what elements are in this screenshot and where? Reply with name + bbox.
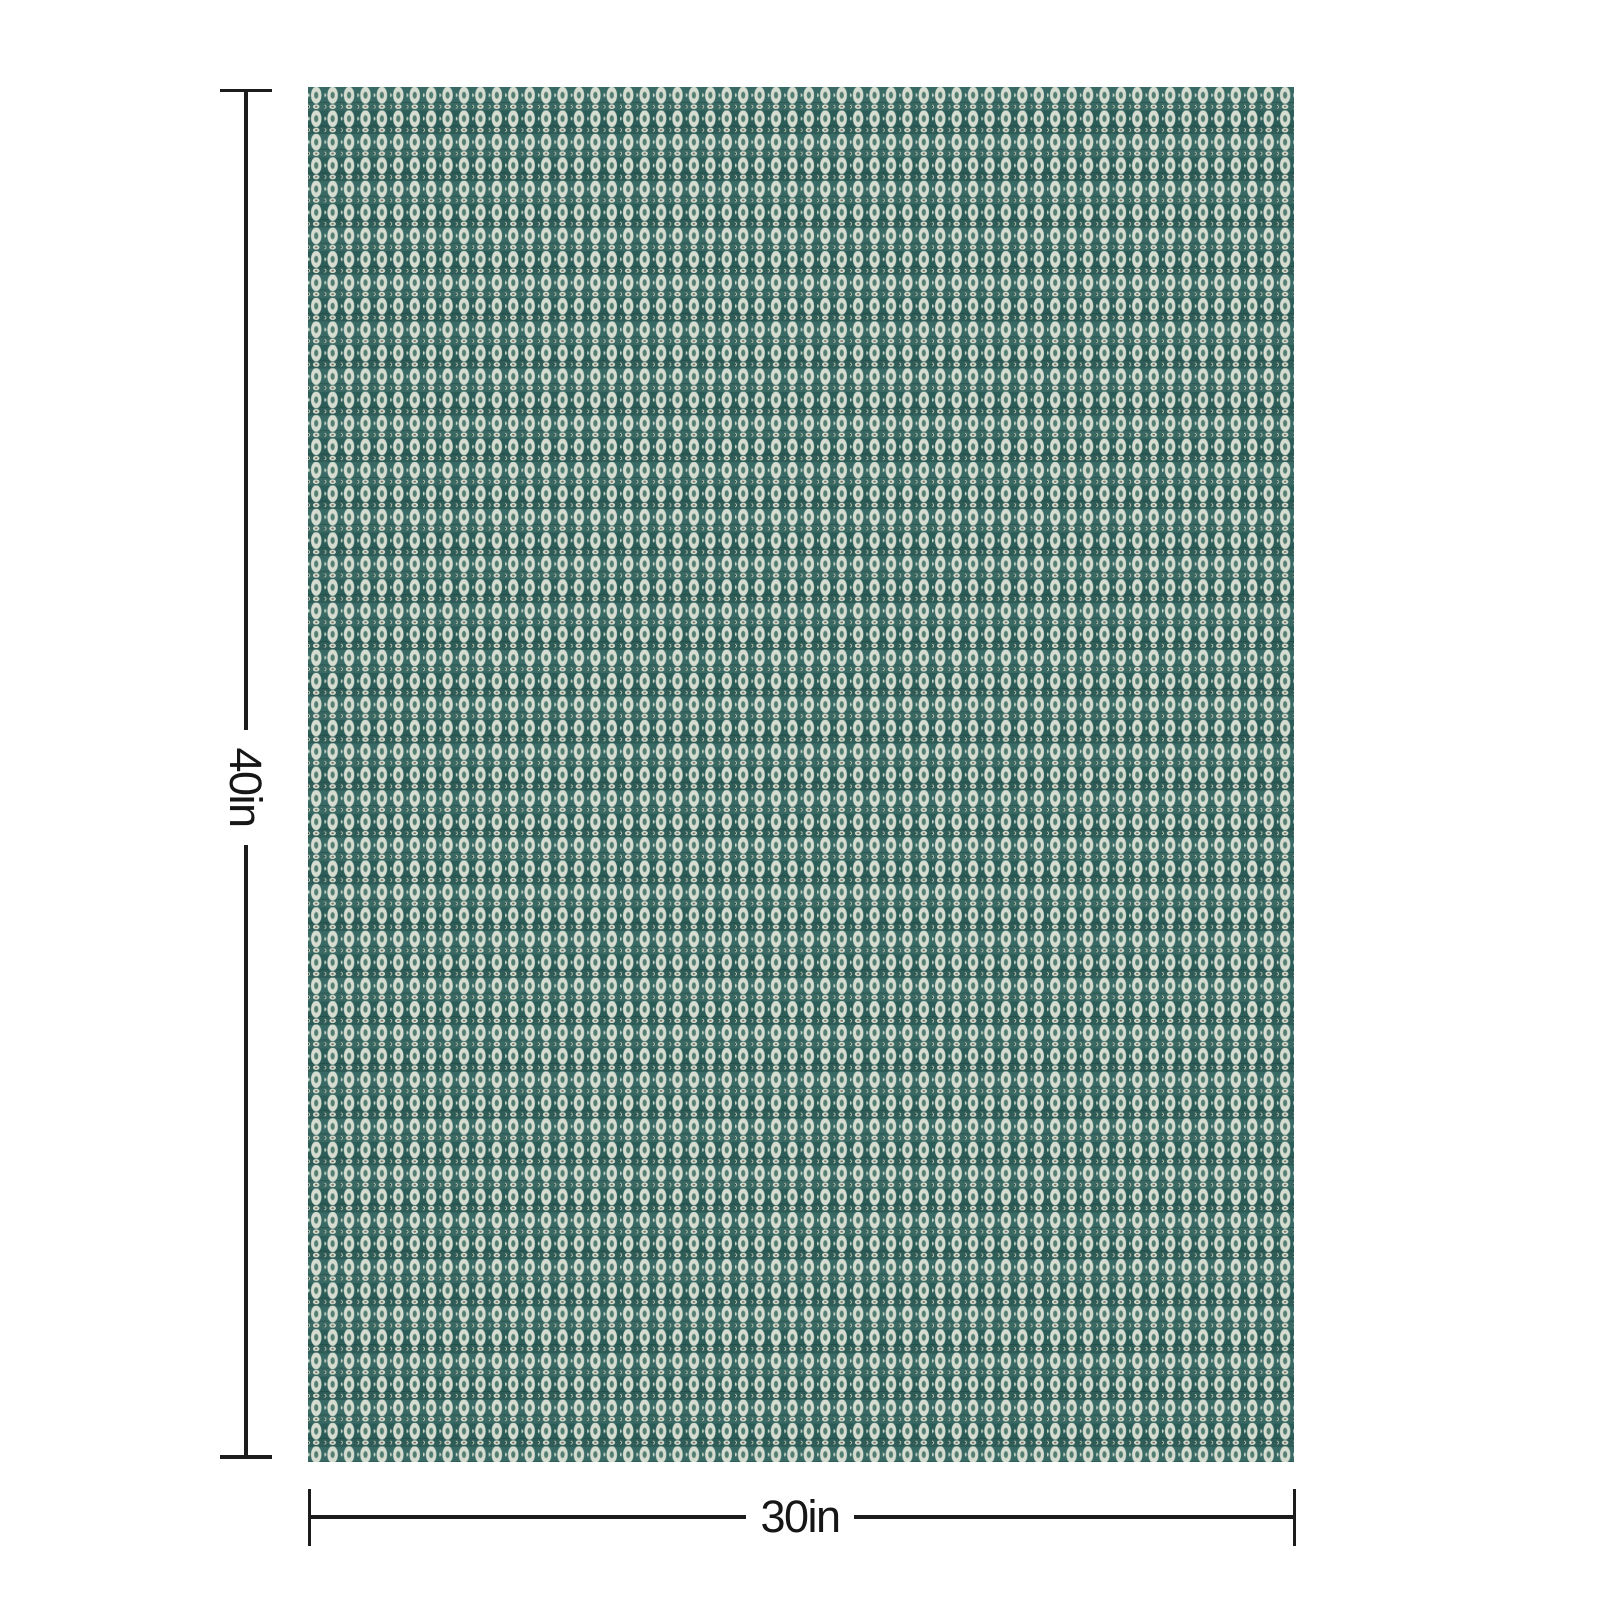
width-dimension-cap-right bbox=[1292, 1489, 1296, 1546]
height-dimension-line-upper bbox=[244, 90, 248, 730]
height-dimension-label: 40in bbox=[220, 747, 272, 827]
height-dimension-cap-bottom bbox=[220, 1455, 272, 1459]
width-dimension-line-right bbox=[854, 1515, 1294, 1519]
width-dimension-line-left bbox=[309, 1515, 746, 1519]
width-dimension-label: 30in bbox=[760, 1490, 841, 1542]
fabric-swatch bbox=[308, 87, 1294, 1462]
height-dimension-line-lower bbox=[244, 845, 248, 1457]
